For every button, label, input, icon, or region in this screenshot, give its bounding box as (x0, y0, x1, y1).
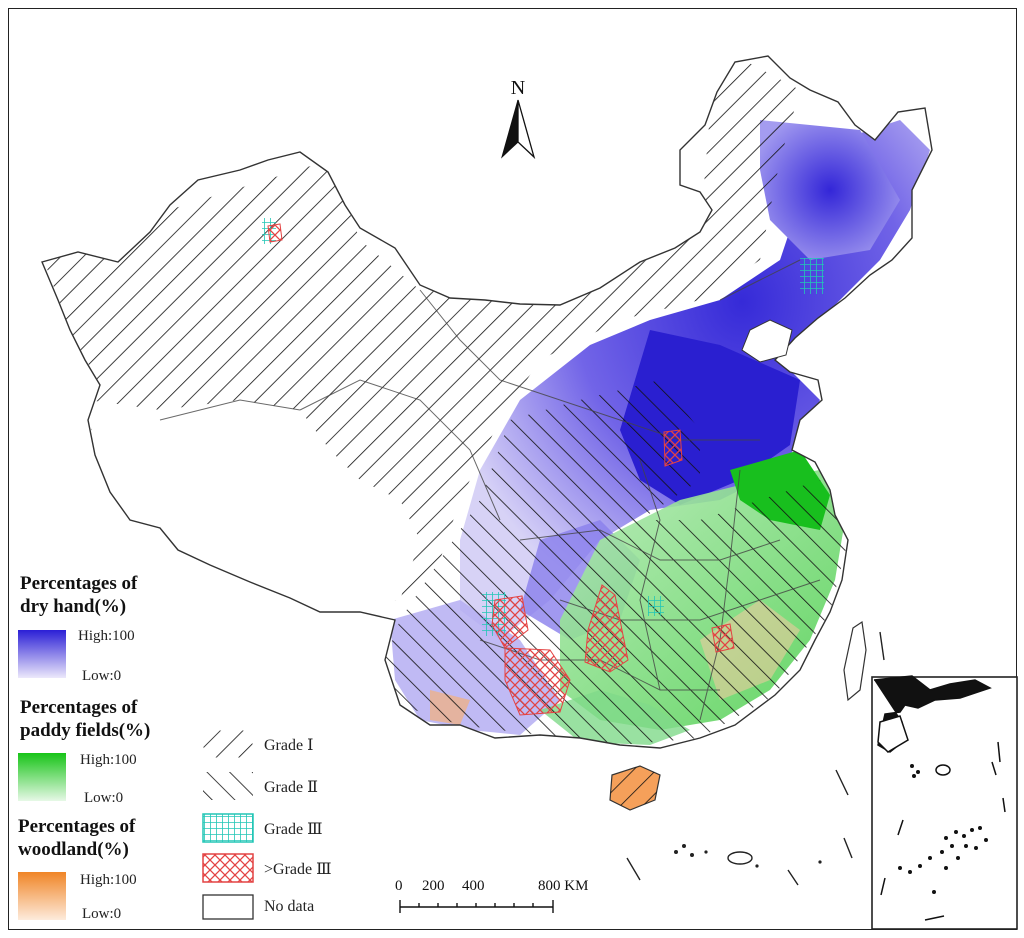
paddy-title-line2: paddy fields(%) (20, 720, 151, 741)
dry-land-low-label: Low:0 (82, 668, 122, 684)
china-map (41, 55, 933, 886)
dry-land-title-line2: dry hand(%) (20, 596, 127, 617)
woodland-legend-title: Percentages of woodland(%) (18, 815, 135, 861)
woodland-title-line1: Percentages of (18, 816, 136, 837)
dry-land-legend-title: Percentages of dry hand(%) (20, 572, 137, 618)
woodland-gradient-swatch (18, 872, 66, 920)
dry-land-high-label: High:100 (78, 628, 135, 644)
scale-tick-200: 200 (422, 878, 445, 894)
grade-above-3-swatch (202, 853, 254, 883)
woodland-title-line2: woodland(%) (18, 839, 129, 860)
north-arrow-label: N (511, 77, 525, 99)
grade-3-label: Grade Ⅲ (264, 821, 323, 838)
paddy-high-label: High:100 (80, 752, 137, 768)
inset-map (871, 675, 1018, 930)
land-use-layers (42, 58, 930, 745)
no-data-label: No data (264, 898, 315, 915)
grade-2-swatch (203, 772, 253, 800)
grade-1-swatch (202, 729, 254, 759)
grade-1-label: Grade Ⅰ (264, 737, 314, 754)
scale-tick-0: 0 (395, 878, 403, 894)
paddy-gradient-swatch (18, 753, 66, 801)
dry-land-gradient-swatch (18, 630, 66, 678)
no-data-swatch (202, 894, 254, 920)
grade-3-swatch (202, 813, 254, 843)
paddy-low-label: Low:0 (84, 790, 124, 806)
scale-bar (399, 900, 554, 913)
paddy-title-line1: Percentages of (20, 697, 138, 718)
grade-above-3-label: >Grade Ⅲ (264, 861, 332, 878)
scale-tick-800: 800 KM (538, 878, 589, 894)
woodland-high-label: High:100 (80, 872, 137, 888)
dry-land-title-line1: Percentages of (20, 573, 138, 594)
scale-tick-400: 400 (462, 878, 485, 894)
grade-2-label: Grade Ⅱ (264, 779, 318, 796)
woodland-low-label: Low:0 (82, 906, 122, 922)
paddy-legend-title: Percentages of paddy fields(%) (20, 696, 150, 742)
north-arrow-icon: N (501, 77, 536, 160)
